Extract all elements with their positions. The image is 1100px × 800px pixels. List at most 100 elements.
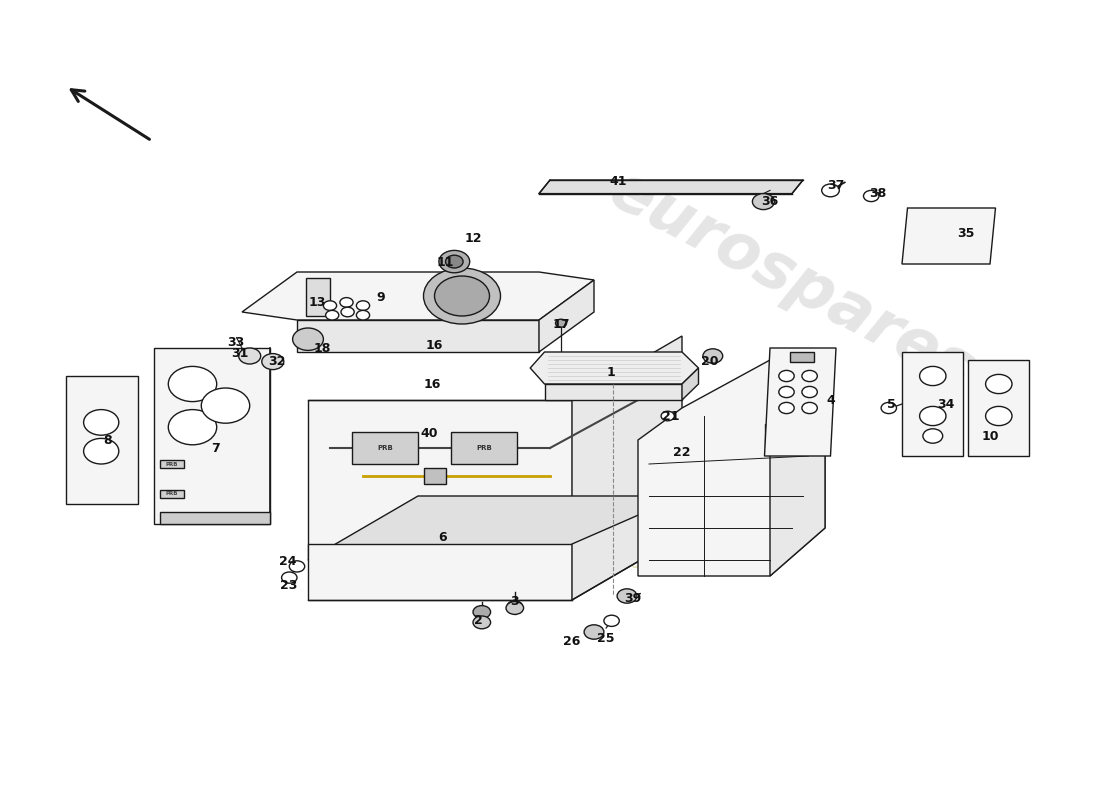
- Polygon shape: [297, 320, 539, 352]
- Text: eurospares: eurospares: [600, 158, 984, 402]
- Text: 2: 2: [474, 614, 483, 626]
- Text: 36: 36: [761, 195, 779, 208]
- Polygon shape: [160, 460, 184, 468]
- Text: 18: 18: [314, 342, 331, 354]
- Circle shape: [802, 386, 817, 398]
- Polygon shape: [902, 208, 996, 264]
- Circle shape: [617, 589, 637, 603]
- Text: 1: 1: [606, 366, 615, 378]
- Text: PRB: PRB: [165, 491, 178, 496]
- Circle shape: [340, 298, 353, 307]
- Text: 16: 16: [424, 378, 441, 390]
- Circle shape: [473, 616, 491, 629]
- Text: 20: 20: [701, 355, 718, 368]
- Polygon shape: [764, 424, 792, 448]
- Text: a passion for parts since 1985: a passion for parts since 1985: [403, 514, 653, 574]
- Polygon shape: [242, 272, 594, 320]
- Circle shape: [84, 438, 119, 464]
- Circle shape: [802, 402, 817, 414]
- Polygon shape: [308, 496, 682, 560]
- Text: 5: 5: [887, 398, 895, 410]
- Text: 32: 32: [268, 355, 286, 368]
- Circle shape: [356, 301, 370, 310]
- Polygon shape: [544, 384, 682, 400]
- Circle shape: [439, 250, 470, 273]
- Circle shape: [881, 402, 896, 414]
- Circle shape: [282, 572, 297, 583]
- Circle shape: [289, 561, 305, 572]
- Circle shape: [323, 301, 337, 310]
- Polygon shape: [764, 348, 836, 456]
- Text: 10: 10: [981, 430, 999, 442]
- Polygon shape: [572, 336, 682, 560]
- Circle shape: [168, 410, 217, 445]
- Text: PRB: PRB: [165, 462, 178, 466]
- Polygon shape: [308, 400, 572, 560]
- Circle shape: [434, 276, 490, 316]
- Polygon shape: [539, 280, 594, 352]
- Circle shape: [293, 328, 323, 350]
- Text: 21: 21: [662, 410, 680, 422]
- Circle shape: [920, 366, 946, 386]
- Circle shape: [168, 366, 217, 402]
- Polygon shape: [654, 416, 732, 552]
- Text: 13: 13: [308, 296, 326, 309]
- Polygon shape: [308, 544, 572, 600]
- Polygon shape: [638, 360, 825, 576]
- Circle shape: [661, 411, 674, 421]
- Text: 24: 24: [279, 555, 297, 568]
- Circle shape: [604, 615, 619, 626]
- Circle shape: [341, 307, 354, 317]
- Text: PRB: PRB: [476, 445, 492, 451]
- Text: 8: 8: [103, 434, 112, 446]
- Circle shape: [920, 406, 946, 426]
- Circle shape: [201, 388, 250, 423]
- Polygon shape: [160, 490, 184, 498]
- Circle shape: [262, 354, 284, 370]
- Circle shape: [506, 602, 524, 614]
- Polygon shape: [424, 468, 446, 484]
- Circle shape: [703, 349, 723, 363]
- Text: 3: 3: [510, 595, 519, 608]
- Circle shape: [802, 370, 817, 382]
- Circle shape: [584, 625, 604, 639]
- Text: 38: 38: [869, 187, 887, 200]
- Polygon shape: [902, 352, 962, 456]
- Polygon shape: [572, 496, 682, 600]
- Polygon shape: [770, 360, 825, 576]
- Circle shape: [779, 386, 794, 398]
- Text: 35: 35: [957, 227, 975, 240]
- Circle shape: [473, 606, 491, 618]
- Text: 23: 23: [279, 579, 297, 592]
- Circle shape: [84, 410, 119, 435]
- Polygon shape: [682, 368, 698, 400]
- Polygon shape: [530, 352, 698, 384]
- Text: 37: 37: [827, 179, 845, 192]
- Text: 9: 9: [376, 291, 385, 304]
- Polygon shape: [352, 432, 418, 464]
- Text: 34: 34: [937, 398, 955, 410]
- Polygon shape: [790, 352, 814, 362]
- Text: 7: 7: [211, 442, 220, 454]
- Circle shape: [986, 406, 1012, 426]
- Text: 40: 40: [420, 427, 438, 440]
- Polygon shape: [539, 180, 803, 194]
- Polygon shape: [306, 278, 330, 316]
- Polygon shape: [330, 416, 550, 544]
- Circle shape: [356, 310, 370, 320]
- Circle shape: [424, 268, 500, 324]
- Circle shape: [446, 255, 463, 268]
- Circle shape: [923, 429, 943, 443]
- Polygon shape: [160, 512, 270, 524]
- Text: 12: 12: [464, 232, 482, 245]
- Polygon shape: [451, 432, 517, 464]
- Circle shape: [556, 319, 566, 327]
- Circle shape: [239, 348, 261, 364]
- Text: 11: 11: [437, 256, 454, 269]
- Polygon shape: [154, 348, 270, 524]
- Polygon shape: [968, 360, 1028, 456]
- Text: 31: 31: [231, 347, 249, 360]
- Circle shape: [752, 194, 774, 210]
- Text: 16: 16: [426, 339, 443, 352]
- Circle shape: [326, 310, 339, 320]
